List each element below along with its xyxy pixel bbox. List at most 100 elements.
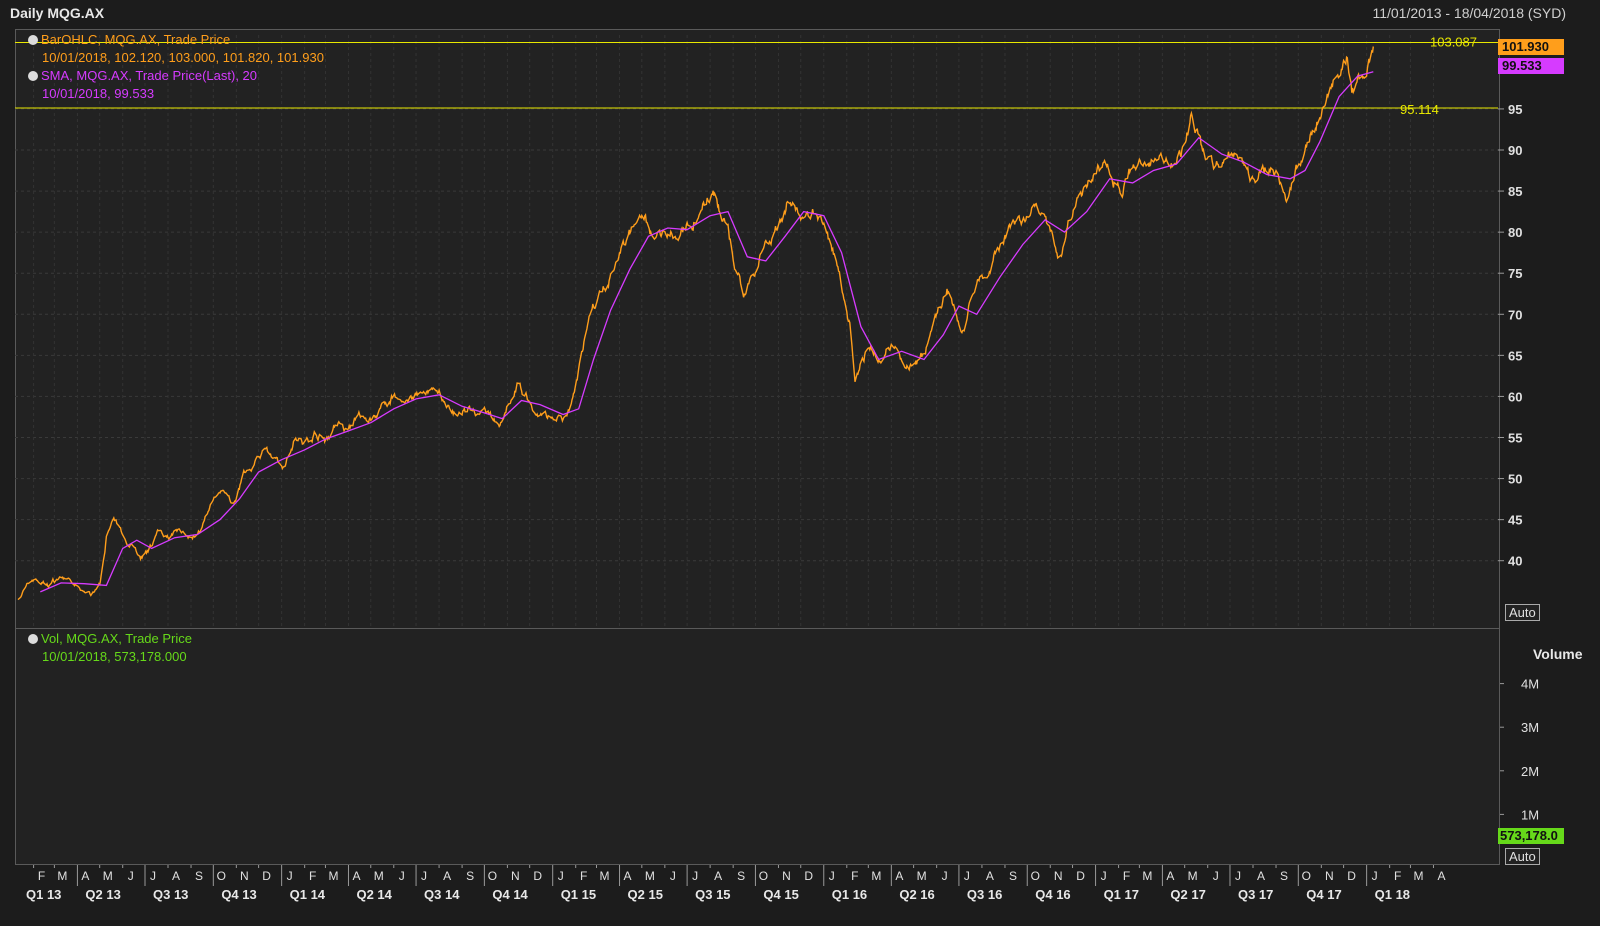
month-tick-label: M bbox=[374, 869, 384, 883]
quarter-label: Q1 17 bbox=[1104, 887, 1139, 902]
volume-axis-title: Volume bbox=[1533, 646, 1583, 662]
price-tick-label: 75 bbox=[1508, 266, 1522, 281]
month-tick-label: A bbox=[986, 869, 994, 883]
month-tick-label: D bbox=[804, 869, 813, 883]
sma-legend-name: SMA, MQG.AX, Trade Price(Last), 20 bbox=[41, 68, 258, 83]
month-tick-label: A bbox=[81, 869, 89, 883]
quarter-label: Q1 14 bbox=[290, 887, 326, 902]
month-tick-label: O bbox=[1031, 869, 1040, 883]
quarter-label: Q2 16 bbox=[899, 887, 934, 902]
month-tick-label: J bbox=[128, 869, 134, 883]
quarter-label: Q4 14 bbox=[492, 887, 528, 902]
quarter-label: Q1 16 bbox=[832, 887, 867, 902]
month-tick-label: J bbox=[150, 869, 156, 883]
month-tick-label: S bbox=[1009, 869, 1017, 883]
month-tick-label: D bbox=[533, 869, 542, 883]
volume-panel[interactable] bbox=[15, 628, 1500, 865]
price-tick-label: 65 bbox=[1508, 348, 1522, 363]
date-range: 11/01/2013 - 18/04/2018 (SYD) bbox=[1372, 5, 1566, 21]
month-tick-label: D bbox=[1347, 869, 1356, 883]
legend-bullet-icon[interactable] bbox=[28, 634, 38, 644]
quarter-label: Q1 15 bbox=[561, 887, 596, 902]
month-tick-label: A bbox=[1437, 869, 1445, 883]
price-tick-label: 60 bbox=[1508, 389, 1522, 404]
month-tick-label: F bbox=[580, 869, 587, 883]
month-tick-label: M bbox=[645, 869, 655, 883]
month-tick-label: M bbox=[57, 869, 67, 883]
month-tick-label: N bbox=[1054, 869, 1063, 883]
ohlc-legend-values: 10/01/2018, 102.120, 103.000, 101.820, 1… bbox=[42, 50, 324, 65]
quarter-label: Q4 17 bbox=[1306, 887, 1341, 902]
price-axis-ticks: 40 45 50 55 60 65 70 75 80 85 90 95 bbox=[1498, 102, 1522, 569]
month-tick-label: N bbox=[240, 869, 249, 883]
month-tick-label: S bbox=[466, 869, 474, 883]
quarter-label: Q3 15 bbox=[695, 887, 730, 902]
legend-bullet-icon[interactable] bbox=[28, 71, 38, 81]
quarter-label: Q3 14 bbox=[424, 887, 460, 902]
month-tick-label: J bbox=[558, 869, 564, 883]
price-panel[interactable] bbox=[15, 29, 1500, 630]
quarter-label: Q2 14 bbox=[356, 887, 392, 902]
month-tick-label: J bbox=[1235, 869, 1241, 883]
quarter-label: Q4 16 bbox=[1035, 887, 1070, 902]
month-tick-label: S bbox=[1280, 869, 1288, 883]
price-tick-label: 70 bbox=[1508, 307, 1522, 322]
month-tick-label: J bbox=[942, 869, 948, 883]
month-tick-label: F bbox=[851, 869, 858, 883]
quarter-label: Q2 17 bbox=[1170, 887, 1205, 902]
month-tick-label: J bbox=[399, 869, 405, 883]
volume-axis-ticks: 1M 2M 3M 4M bbox=[1498, 677, 1539, 822]
month-tick-label: M bbox=[600, 869, 610, 883]
volume-auto-scale-button[interactable]: Auto bbox=[1505, 848, 1540, 865]
price-tick-label: 50 bbox=[1508, 472, 1522, 487]
month-tick-label: S bbox=[737, 869, 745, 883]
month-tick-label: F bbox=[38, 869, 45, 883]
price-legend: BarOHLC, MQG.AX, Trade Price 10/01/2018,… bbox=[28, 31, 324, 103]
month-tick-label: A bbox=[443, 869, 451, 883]
ohlc-legend-name: BarOHLC, MQG.AX, Trade Price bbox=[41, 32, 231, 47]
month-tick-label: N bbox=[511, 869, 520, 883]
month-tick-label: D bbox=[1076, 869, 1085, 883]
month-tick-label: J bbox=[692, 869, 698, 883]
month-tick-label: J bbox=[421, 869, 427, 883]
price-tick-label: 90 bbox=[1508, 143, 1522, 158]
price-tick-label: 40 bbox=[1508, 554, 1522, 569]
month-tick-label: O bbox=[759, 869, 768, 883]
month-tick-label: A bbox=[895, 869, 903, 883]
month-tick-label: A bbox=[172, 869, 180, 883]
last-price-tag: 101.930 bbox=[1498, 39, 1564, 55]
price-auto-scale-button[interactable]: Auto bbox=[1505, 604, 1540, 621]
month-tick-label: J bbox=[1101, 869, 1107, 883]
quarter-label: Q3 16 bbox=[967, 887, 1002, 902]
quarter-label: Q2 13 bbox=[85, 887, 120, 902]
month-tick-label: O bbox=[1302, 869, 1311, 883]
volume-legend-values: 10/01/2018, 573,178.000 bbox=[42, 649, 187, 664]
month-tick-label: J bbox=[829, 869, 835, 883]
month-tick-label: A bbox=[714, 869, 722, 883]
quarter-label: Q4 15 bbox=[763, 887, 798, 902]
volume-tick-label: 1M bbox=[1521, 807, 1539, 822]
quarter-label: Q3 17 bbox=[1238, 887, 1273, 902]
volume-tick-label: 3M bbox=[1521, 720, 1539, 735]
month-tick-label: A bbox=[624, 869, 632, 883]
month-tick-label: M bbox=[871, 869, 881, 883]
price-tick-label: 85 bbox=[1508, 184, 1522, 199]
month-tick-label: J bbox=[1213, 869, 1219, 883]
month-tick-label: F bbox=[1123, 869, 1130, 883]
month-tick-label: N bbox=[782, 869, 791, 883]
month-tick-label: J bbox=[287, 869, 293, 883]
volume-tick-label: 2M bbox=[1521, 764, 1539, 779]
chart-title: Daily MQG.AX bbox=[10, 5, 105, 21]
month-tick-label: M bbox=[103, 869, 113, 883]
price-tick-label: 55 bbox=[1508, 431, 1522, 446]
quarter-label: Q2 15 bbox=[628, 887, 663, 902]
month-tick-label: J bbox=[1372, 869, 1378, 883]
legend-bullet-icon[interactable] bbox=[28, 35, 38, 45]
price-tick-label: 95 bbox=[1508, 102, 1522, 117]
month-tick-label: A bbox=[352, 869, 360, 883]
month-tick-label: D bbox=[262, 869, 271, 883]
month-tick-label: J bbox=[670, 869, 676, 883]
volume-legend: Vol, MQG.AX, Trade Price 10/01/2018, 573… bbox=[28, 630, 192, 666]
